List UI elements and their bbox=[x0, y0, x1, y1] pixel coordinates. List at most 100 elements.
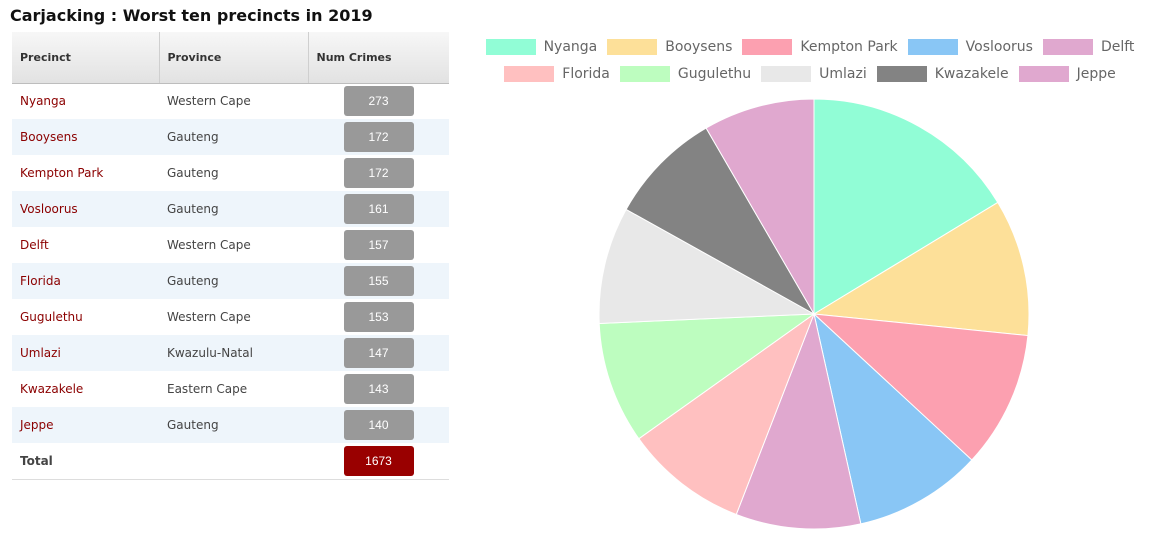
legend-label: Gugulethu bbox=[677, 66, 752, 82]
num-crimes-cell: 155 bbox=[308, 263, 449, 299]
legend-label: Umlazi bbox=[819, 66, 867, 82]
pie-slice-kwazakele[interactable] bbox=[625, 127, 816, 316]
legend-swatch bbox=[876, 66, 927, 82]
num-crimes-cell: 143 bbox=[308, 371, 449, 407]
legend-label: Delft bbox=[1100, 39, 1135, 55]
province-cell: Gauteng bbox=[159, 263, 308, 299]
precinct-cell: Kempton Park bbox=[20, 166, 104, 180]
precinct-cell: Gugulethu bbox=[20, 310, 83, 324]
num-crimes-badge: 153 bbox=[343, 302, 414, 332]
num-crimes-cell: 147 bbox=[308, 335, 449, 371]
legend-item[interactable]: Florida bbox=[504, 65, 610, 83]
num-crimes-cell: 273 bbox=[308, 83, 449, 119]
total-spacer bbox=[159, 443, 308, 480]
total-cell: 1673 bbox=[308, 443, 449, 480]
precinct-cell: Jeppe bbox=[12, 407, 159, 443]
total-row: Total 1673 bbox=[12, 443, 449, 480]
num-crimes-cell: 140 bbox=[308, 407, 449, 443]
table-row: Gugulethu Western Cape 153 bbox=[12, 299, 449, 335]
pie-slice-nyanga[interactable] bbox=[813, 98, 999, 315]
precinct-cell: Delft bbox=[20, 238, 49, 252]
province-cell: Western Cape bbox=[167, 310, 251, 324]
num-crimes-badge: 157 bbox=[343, 230, 414, 260]
num-crimes-badge: 143 bbox=[343, 374, 414, 404]
legend-item[interactable]: Kempton Park bbox=[742, 38, 898, 56]
table-row: Jeppe Gauteng 140 bbox=[12, 407, 449, 443]
province-cell: Western Cape bbox=[167, 238, 251, 252]
table-row: Kempton Park Gauteng 172 bbox=[12, 155, 449, 191]
legend-swatch bbox=[607, 39, 658, 55]
legend-swatch bbox=[1042, 39, 1093, 55]
legend-swatch bbox=[742, 39, 793, 55]
precinct-cell: Florida bbox=[12, 263, 159, 299]
legend-label: Kwazakele bbox=[934, 66, 1009, 82]
legend-item[interactable]: Jeppe bbox=[1018, 65, 1116, 83]
legend-swatch bbox=[907, 39, 958, 55]
legend-label: Nyanga bbox=[543, 39, 598, 55]
header-precinct[interactable]: Precinct bbox=[12, 32, 160, 84]
pie-slice-kempton-park[interactable] bbox=[812, 313, 1029, 461]
pie-chart bbox=[598, 98, 1030, 530]
total-badge: 1673 bbox=[343, 445, 414, 476]
precinct-cell: Kwazakele bbox=[20, 382, 84, 396]
table-row: Vosloorus Gauteng 161 bbox=[12, 191, 449, 227]
province-cell: Gauteng bbox=[159, 191, 308, 227]
legend-swatch bbox=[504, 66, 555, 82]
pie-slice-florida[interactable] bbox=[638, 312, 816, 516]
pie-slice-vosloorus[interactable] bbox=[813, 312, 973, 525]
crimes-table: Precinct Province Num Crimes Nyanga West… bbox=[12, 32, 449, 480]
pie-slice-booysens[interactable] bbox=[812, 201, 1030, 337]
header-num-crimes[interactable]: Num Crimes bbox=[308, 32, 449, 84]
num-crimes-badge: 140 bbox=[343, 410, 414, 440]
pie-slice-gugulethu[interactable] bbox=[598, 313, 816, 440]
num-crimes-badge: 147 bbox=[343, 338, 414, 368]
chart-legend: Nyanga Booysens Kempton Park Vosloorus Delft… bbox=[475, 38, 1145, 83]
legend-label: Florida bbox=[562, 66, 610, 82]
legend-item[interactable]: Umlazi bbox=[761, 65, 867, 83]
legend-label: Booysens bbox=[665, 39, 733, 55]
province-cell: Gauteng bbox=[159, 407, 308, 443]
pie-slice-delft[interactable] bbox=[735, 312, 862, 530]
pie-slice-jeppe[interactable] bbox=[705, 98, 815, 316]
num-crimes-cell: 172 bbox=[308, 119, 449, 155]
precinct-cell: Booysens bbox=[12, 119, 159, 155]
table-row: Delft Western Cape 157 bbox=[12, 227, 449, 263]
province-cell: Gauteng bbox=[159, 119, 308, 155]
num-crimes-cell: 172 bbox=[308, 155, 449, 191]
province-cell: Kwazulu-Natal bbox=[159, 335, 308, 371]
legend-swatch bbox=[619, 66, 670, 82]
province-cell: Eastern Cape bbox=[167, 382, 248, 396]
legend-item[interactable]: Kwazakele bbox=[876, 65, 1009, 83]
total-label: Total bbox=[12, 443, 159, 480]
page-title: Carjacking : Worst ten precincts in 2019 bbox=[10, 6, 373, 25]
num-crimes-badge: 155 bbox=[343, 266, 414, 296]
province-cell: Western Cape bbox=[167, 94, 251, 109]
num-crimes-badge: 172 bbox=[343, 122, 414, 152]
legend-label: Jeppe bbox=[1076, 66, 1116, 82]
table-row: Umlazi Kwazulu-Natal 147 bbox=[12, 335, 449, 371]
table-row: Booysens Gauteng 172 bbox=[12, 119, 449, 155]
legend-label: Kempton Park bbox=[800, 39, 898, 55]
legend-item[interactable]: Gugulethu bbox=[619, 65, 752, 83]
num-crimes-cell: 161 bbox=[308, 191, 449, 227]
num-crimes-cell: 157 bbox=[308, 227, 449, 263]
legend-label: Vosloorus bbox=[965, 39, 1033, 55]
legend-item[interactable]: Vosloorus bbox=[907, 38, 1033, 56]
header-province[interactable]: Province bbox=[159, 32, 309, 84]
pie-slice-umlazi[interactable] bbox=[598, 208, 816, 325]
num-crimes-badge: 172 bbox=[343, 158, 414, 188]
table-header-row: Precinct Province Num Crimes bbox=[12, 32, 449, 84]
legend-item[interactable]: Nyanga bbox=[485, 38, 598, 56]
precinct-cell: Umlazi bbox=[12, 335, 159, 371]
legend-item[interactable]: Delft bbox=[1042, 38, 1135, 56]
legend-swatch bbox=[1018, 66, 1069, 82]
table-row: Florida Gauteng 155 bbox=[12, 263, 449, 299]
legend-item[interactable]: Booysens bbox=[607, 38, 732, 56]
num-crimes-badge: 273 bbox=[343, 86, 414, 117]
province-cell: Gauteng bbox=[167, 166, 219, 180]
table-row: Kwazakele Eastern Cape 143 bbox=[12, 371, 449, 407]
table-row: Nyanga Western Cape 273 bbox=[12, 83, 449, 119]
legend-swatch bbox=[761, 66, 812, 82]
num-crimes-cell: 153 bbox=[308, 299, 449, 335]
legend-swatch bbox=[485, 39, 536, 55]
